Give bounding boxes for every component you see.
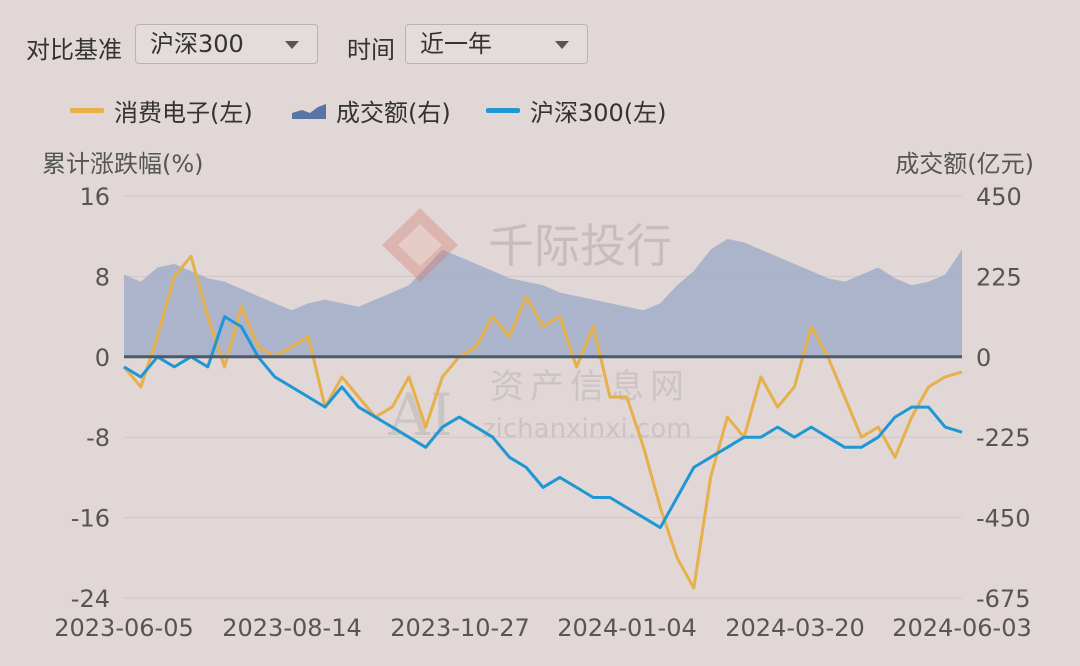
legend-label: 消费电子(左) — [114, 98, 253, 127]
x-tick-label: 2024-06-03 — [892, 614, 1031, 642]
filter-bar: 对比基准 沪深300 时间 近一年 — [0, 0, 1080, 80]
x-tick-label: 2023-06-05 — [54, 614, 193, 642]
line-swatch-icon — [486, 108, 520, 113]
y-tick-label-right: -225 — [976, 424, 1030, 452]
x-tick-label: 2024-03-20 — [725, 614, 864, 642]
benchmark-select-value: 沪深300 — [150, 30, 244, 58]
legend-item-volume[interactable]: 成交额(右) — [292, 92, 451, 128]
y-tick-label-right: 225 — [976, 263, 1022, 291]
x-tick-label: 2024-01-04 — [557, 614, 696, 642]
x-tick-label: 2023-10-27 — [390, 614, 529, 642]
watermark-site-cn: 资产信息网 — [490, 367, 690, 407]
benchmark-label: 对比基准 — [26, 36, 122, 64]
legend-label: 成交额(右) — [336, 98, 451, 127]
y-tick-label-right: -450 — [976, 505, 1030, 533]
logo-icon — [382, 208, 458, 282]
period-select-value: 近一年 — [420, 30, 492, 58]
y-tick-label-right: 0 — [976, 344, 991, 372]
y-tick-label-right: -675 — [976, 585, 1030, 613]
chart-legend: 消费电子(左) 成交额(右) 沪深300(左) — [0, 92, 1080, 128]
y-tick-label-left: -8 — [86, 424, 110, 452]
y-tick-label-right: 450 — [976, 183, 1022, 211]
y-tick-label-left: 16 — [79, 183, 110, 211]
legend-label: 沪深300(左) — [530, 98, 667, 127]
benchmark-select[interactable]: 沪深300 — [135, 24, 318, 64]
series-line-consumer-electronics — [122, 254, 963, 590]
legend-item-hs300[interactable]: 沪深300(左) — [486, 92, 667, 128]
y-tick-label-left: -24 — [71, 585, 110, 613]
y-tick-label-left: 0 — [95, 344, 110, 372]
line-swatch-icon — [70, 108, 104, 113]
x-tick-label: 2023-08-14 — [222, 614, 361, 642]
area-swatch-icon — [292, 104, 326, 119]
period-select[interactable]: 近一年 — [405, 24, 588, 64]
y-tick-label-left: -16 — [71, 505, 110, 533]
legend-item-consumer-electronics[interactable]: 消费电子(左) — [70, 92, 253, 128]
series-area-volume — [124, 238, 962, 357]
period-label: 时间 — [347, 36, 395, 64]
chevron-down-icon — [285, 41, 299, 49]
watermark-logo: AI — [387, 381, 453, 449]
y-axis-right-title: 成交额(亿元) — [895, 150, 1034, 178]
watermark-brand: 千际投行 — [488, 219, 672, 273]
series-line-hs300 — [123, 315, 963, 530]
y-axis-left-title: 累计涨跌幅(%) — [42, 150, 204, 178]
y-tick-label-left: 8 — [95, 263, 110, 291]
watermark-site-en: zichanxinxi.com — [482, 414, 692, 444]
chevron-down-icon — [555, 41, 569, 49]
